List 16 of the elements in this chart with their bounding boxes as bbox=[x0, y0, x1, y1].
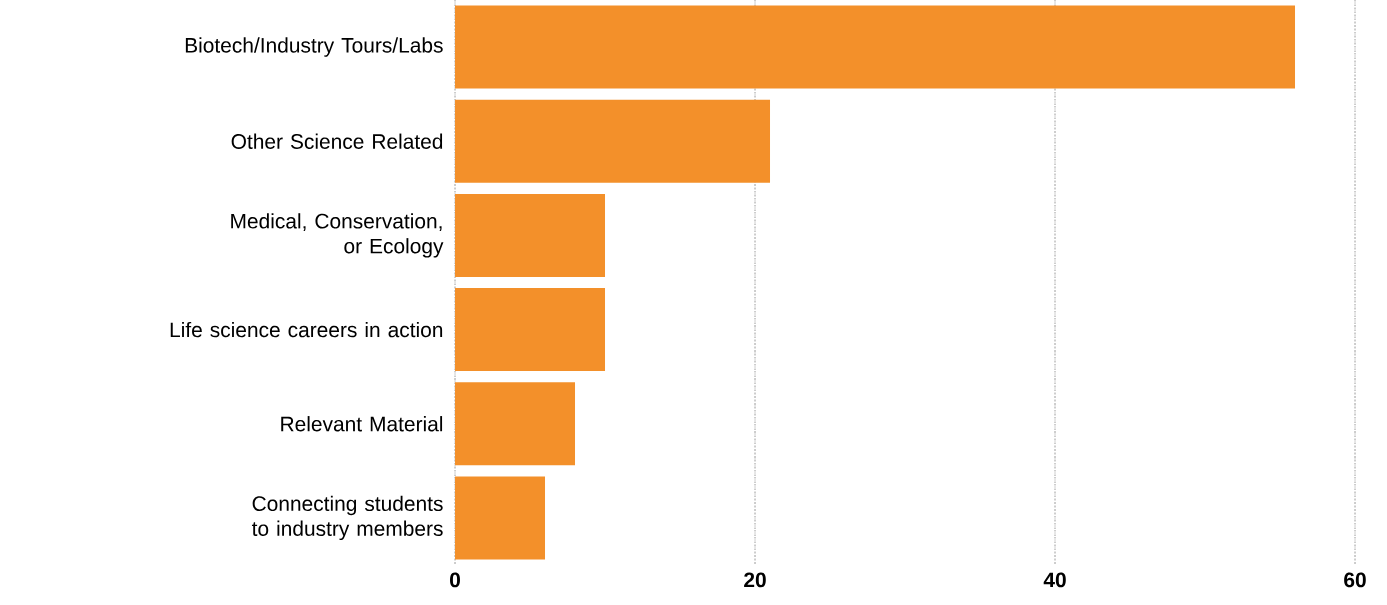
x-tick-label: 40 bbox=[1043, 572, 1066, 588]
bar bbox=[455, 382, 576, 466]
y-tick-label: Biotech/Industry Tours/Labs bbox=[185, 37, 443, 57]
bar bbox=[455, 193, 606, 277]
x-tick-label: 60 bbox=[1344, 572, 1366, 588]
y-tick-label: Connecting students to industry members bbox=[251, 495, 443, 541]
y-tick-label: Other Science Related bbox=[231, 133, 443, 149]
y-tick-label: Life science careers in action bbox=[170, 321, 443, 338]
y-tick-label: Relevant Material bbox=[281, 416, 443, 432]
bar bbox=[455, 99, 771, 183]
x-tick-label: 0 bbox=[450, 572, 460, 588]
bar bbox=[455, 5, 1296, 89]
bar bbox=[455, 476, 546, 560]
y-tick-label: Medical, Conservation, or Ecology bbox=[231, 213, 444, 258]
x-tick-label: 20 bbox=[744, 572, 766, 588]
bar bbox=[455, 288, 606, 372]
